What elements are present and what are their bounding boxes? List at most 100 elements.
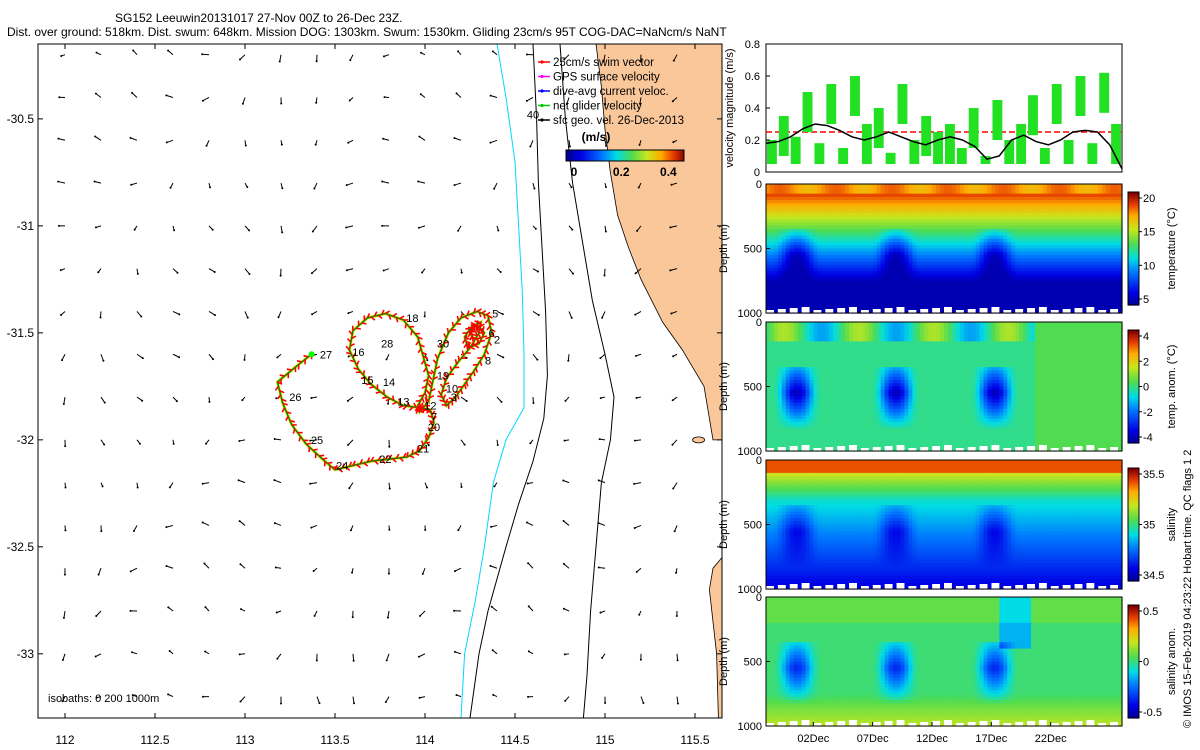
section-cell — [916, 187, 921, 192]
section-cell — [924, 287, 929, 292]
section-cell — [849, 190, 854, 195]
swim-vector — [362, 370, 366, 376]
section-cell — [936, 274, 941, 279]
section-cell — [924, 216, 929, 221]
section-cell — [769, 245, 775, 250]
section-cell — [975, 193, 981, 198]
swim-vector — [479, 339, 486, 343]
section-cell — [932, 187, 937, 192]
section-cell — [785, 271, 791, 275]
sfc-velocity-vector-head — [492, 693, 495, 696]
swim-vector — [426, 390, 431, 395]
sfc-velocity-vector-head — [635, 396, 638, 399]
section-cell — [888, 254, 894, 259]
section-cell — [888, 271, 894, 275]
section-cell — [975, 222, 981, 227]
swim-vector — [322, 457, 328, 460]
sfc-velocity-vector-head — [419, 93, 422, 96]
swim-vector — [392, 312, 398, 317]
section-cell — [805, 283, 811, 288]
section-cell — [860, 225, 866, 230]
swim-vector — [279, 389, 285, 394]
swim-vector — [348, 330, 353, 336]
colorbar-cell — [634, 150, 638, 161]
sfc-velocity-vector — [636, 225, 642, 232]
section-cell — [801, 235, 807, 240]
section-cell — [995, 242, 1000, 246]
section-cell — [900, 229, 906, 233]
section-cell — [789, 264, 795, 269]
section-cell — [801, 293, 807, 298]
sfc-velocity-vector — [94, 136, 102, 141]
section-cell — [975, 196, 981, 201]
section-cell — [963, 184, 969, 188]
section-cell — [936, 303, 941, 308]
section-cell — [801, 203, 807, 208]
section-cell — [892, 293, 898, 298]
section-cell — [932, 271, 937, 275]
section-cell — [947, 225, 953, 230]
section-cell — [959, 254, 965, 259]
section-cell — [967, 254, 973, 259]
section-cell — [995, 264, 1000, 269]
section-cell — [813, 261, 819, 266]
section-cell — [856, 296, 862, 301]
section-cell — [936, 280, 941, 285]
section-cell — [888, 225, 894, 230]
section-cell — [884, 264, 890, 269]
section-cell — [766, 229, 771, 233]
section-cell — [817, 248, 822, 253]
section-cell — [975, 187, 981, 192]
section-cell — [944, 251, 949, 256]
sfc-velocity-vector-head — [168, 650, 171, 653]
section-cell — [944, 196, 949, 201]
section-cell — [833, 251, 838, 256]
section-cell — [940, 242, 945, 246]
sfc-velocity-vector-head — [533, 187, 536, 190]
section-cell — [833, 303, 838, 308]
section-cell — [868, 254, 874, 259]
section-cell — [777, 184, 783, 188]
section-cell — [892, 213, 898, 217]
section-cell — [995, 203, 1000, 208]
section-cell — [900, 274, 906, 279]
section-cell — [967, 190, 973, 195]
section-cell — [971, 225, 977, 230]
swim-vector — [425, 363, 431, 367]
section-cell — [884, 287, 890, 292]
section-cell — [769, 267, 775, 272]
section-cell — [785, 200, 791, 204]
sfc-velocity-vector-head — [382, 269, 385, 272]
section-cell — [995, 274, 1000, 279]
section-cell — [785, 209, 791, 214]
sfc-velocity-vector-head — [562, 479, 565, 482]
colorbar-tick-label: 0.4 — [660, 165, 677, 179]
section-cell — [793, 209, 799, 214]
section-cell — [813, 271, 819, 275]
section-cell — [833, 225, 838, 230]
swim-vector — [428, 379, 433, 385]
section-cell — [936, 258, 941, 262]
section-cell — [995, 254, 1000, 259]
section-cell — [876, 277, 882, 282]
section-cell — [809, 216, 815, 221]
section-cell — [991, 274, 997, 279]
section-cell — [781, 206, 787, 211]
colorbar-cell — [599, 150, 602, 161]
sfc-velocity-vector-head — [165, 141, 168, 144]
section-cell — [888, 245, 894, 250]
section-cell — [801, 219, 807, 224]
sfc-velocity-vector-head — [604, 103, 607, 106]
section-cell — [963, 251, 969, 256]
section-cell — [888, 206, 894, 211]
section-cell — [963, 296, 969, 301]
section-cell — [892, 203, 898, 208]
section-cell — [856, 242, 862, 246]
swim-vector — [467, 332, 472, 338]
sfc-velocity-vector — [346, 225, 354, 229]
colorbar-cell — [648, 150, 652, 161]
section-cell — [928, 251, 933, 256]
section-cell — [928, 293, 933, 298]
section-cell — [868, 296, 874, 301]
section-cell — [797, 245, 803, 250]
